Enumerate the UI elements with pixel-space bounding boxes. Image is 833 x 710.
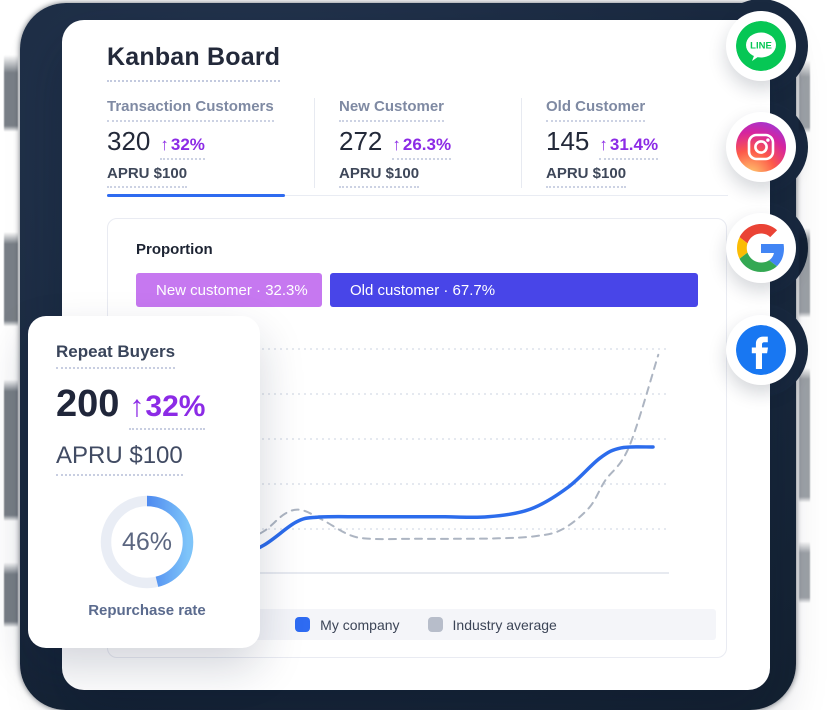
instagram-button[interactable] xyxy=(726,112,796,182)
industry-average-curve xyxy=(199,353,660,559)
facebook-button[interactable] xyxy=(726,315,796,385)
stat-value: 272 xyxy=(339,126,383,156)
legend-item-my-company[interactable]: My company xyxy=(295,616,400,633)
repeat-buyers-title: Repeat Buyers xyxy=(56,342,176,369)
svg-text:LINE: LINE xyxy=(750,41,772,52)
stat-label: Old Customer xyxy=(546,98,646,122)
line-button[interactable]: LINE xyxy=(726,11,796,81)
proportion-segment: Old customer · 67.7% xyxy=(330,273,698,307)
tab-rail xyxy=(107,194,728,197)
facebook-icon xyxy=(736,325,786,375)
stat-apru: APRU $100 xyxy=(107,165,188,188)
texture-grain-right xyxy=(799,60,810,620)
legend-swatch xyxy=(427,617,443,632)
stat-apru: APRU $100 xyxy=(339,165,420,188)
repeat-buyers-delta: ↑32% xyxy=(129,390,206,430)
stat-delta: ↑ 31.4% xyxy=(599,135,659,160)
donut-progress-arc xyxy=(100,495,194,589)
stat-value: 320 xyxy=(107,126,151,156)
proportion-title: Proportion xyxy=(136,241,213,258)
instagram-icon xyxy=(736,122,786,172)
line-icon: LINE xyxy=(736,21,786,71)
proportion-bar: New customer · 32.3% Old customer · 67.7… xyxy=(136,273,698,307)
stat-tab-new-customer[interactable]: New Customer 272 ↑ 26.3% APRU $100 xyxy=(314,98,521,188)
donut-percent-label: 46% xyxy=(121,527,173,556)
repurchase-donut-chart: 46% xyxy=(97,492,197,592)
page-title: Kanban Board xyxy=(107,42,281,82)
stat-delta: ↑ 32% xyxy=(160,135,205,160)
chart-gridlines xyxy=(136,348,669,530)
google-icon xyxy=(736,223,786,273)
stat-tab-transaction-customers[interactable]: Transaction Customers 320 ↑ 32% APRU $100 xyxy=(107,98,314,188)
stat-label: Transaction Customers xyxy=(107,98,274,122)
legend-label: Industry average xyxy=(452,616,557,633)
repeat-buyers-card: Repeat Buyers 200 ↑32% APRU $100 46% Rep… xyxy=(28,316,260,648)
legend-item-industry-average[interactable]: Industry average xyxy=(427,616,557,633)
repurchase-rate-caption: Repurchase rate xyxy=(88,602,206,619)
my-company-curve xyxy=(176,445,655,572)
texture-grain-left xyxy=(4,55,18,645)
stat-apru: APRU $100 xyxy=(546,165,627,188)
legend-label: My company xyxy=(320,616,400,633)
line-chart xyxy=(136,341,669,577)
up-arrow-icon: ↑ xyxy=(599,135,608,154)
up-arrow-icon: ↑ xyxy=(129,390,145,423)
active-tab-indicator xyxy=(107,194,285,197)
stat-value: 145 xyxy=(546,126,590,156)
stat-delta: ↑ 26.3% xyxy=(392,135,452,160)
stat-label: New Customer xyxy=(339,98,445,122)
stats-row: Transaction Customers 320 ↑ 32% APRU $100… xyxy=(107,98,728,188)
legend-swatch xyxy=(295,617,311,632)
repeat-buyers-value: 200 xyxy=(56,383,120,425)
repeat-buyers-apru: APRU $100 xyxy=(56,442,183,476)
up-arrow-icon: ↑ xyxy=(160,135,169,154)
google-button[interactable] xyxy=(726,213,796,283)
proportion-segment: New customer · 32.3% xyxy=(136,273,323,307)
stat-tab-old-customer[interactable]: Old Customer 145 ↑ 31.4% APRU $100 xyxy=(521,98,728,188)
up-arrow-icon: ↑ xyxy=(392,135,401,154)
